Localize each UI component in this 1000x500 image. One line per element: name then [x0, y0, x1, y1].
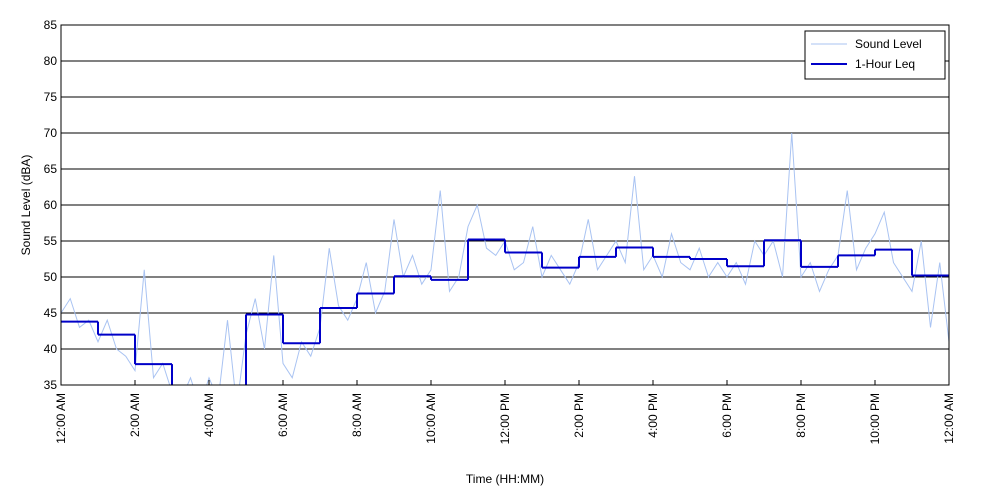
- x-tick-label: 6:00 AM: [276, 393, 290, 437]
- y-tick-label: 65: [44, 162, 58, 176]
- x-tick-label: 10:00 AM: [424, 393, 438, 444]
- x-tick-label: 6:00 PM: [720, 393, 734, 438]
- y-tick-label: 70: [44, 126, 58, 140]
- x-tick-label: 2:00 PM: [572, 393, 586, 438]
- x-tick-label: 10:00 PM: [868, 393, 882, 444]
- y-tick-label: 50: [44, 270, 58, 284]
- labels: 35 40 45 50 55 60 65 70 75 80 85 12:00 AM 2:00 AM 4:0…: [44, 18, 956, 444]
- x-tick-label: 8:00 AM: [350, 393, 364, 437]
- legend: Sound Level 1-Hour Leq: [804, 30, 946, 80]
- y-tick-label: 35: [44, 378, 58, 392]
- x-tick-label: 4:00 AM: [202, 393, 216, 437]
- x-tick-label: 4:00 PM: [646, 393, 660, 438]
- x-axis-label: Time (HH:MM): [466, 472, 544, 486]
- x-tick-label: 12:00 PM: [498, 393, 512, 444]
- legend-label: 1-Hour Leq: [855, 57, 915, 71]
- y-tick-label: 85: [44, 18, 58, 32]
- y-tick-label: 80: [44, 54, 58, 68]
- y-tick-label: 75: [44, 90, 58, 104]
- legend-box: [804, 30, 946, 80]
- x-tick-label: 2:00 AM: [128, 393, 142, 437]
- y-tick-label: 45: [44, 306, 58, 320]
- x-tick-label: 12:00 AM: [942, 393, 956, 444]
- y-tick-label: 60: [44, 198, 58, 212]
- x-tick-label: 8:00 PM: [794, 393, 808, 438]
- y-tick-label: 40: [44, 342, 58, 356]
- legend-label: Sound Level: [855, 37, 922, 51]
- marks: [61, 132, 949, 385]
- y-axis-label: Sound Level (dBA): [19, 155, 33, 256]
- x-tick-label: 12:00 AM: [54, 393, 68, 444]
- y-tick-label: 55: [44, 234, 58, 248]
